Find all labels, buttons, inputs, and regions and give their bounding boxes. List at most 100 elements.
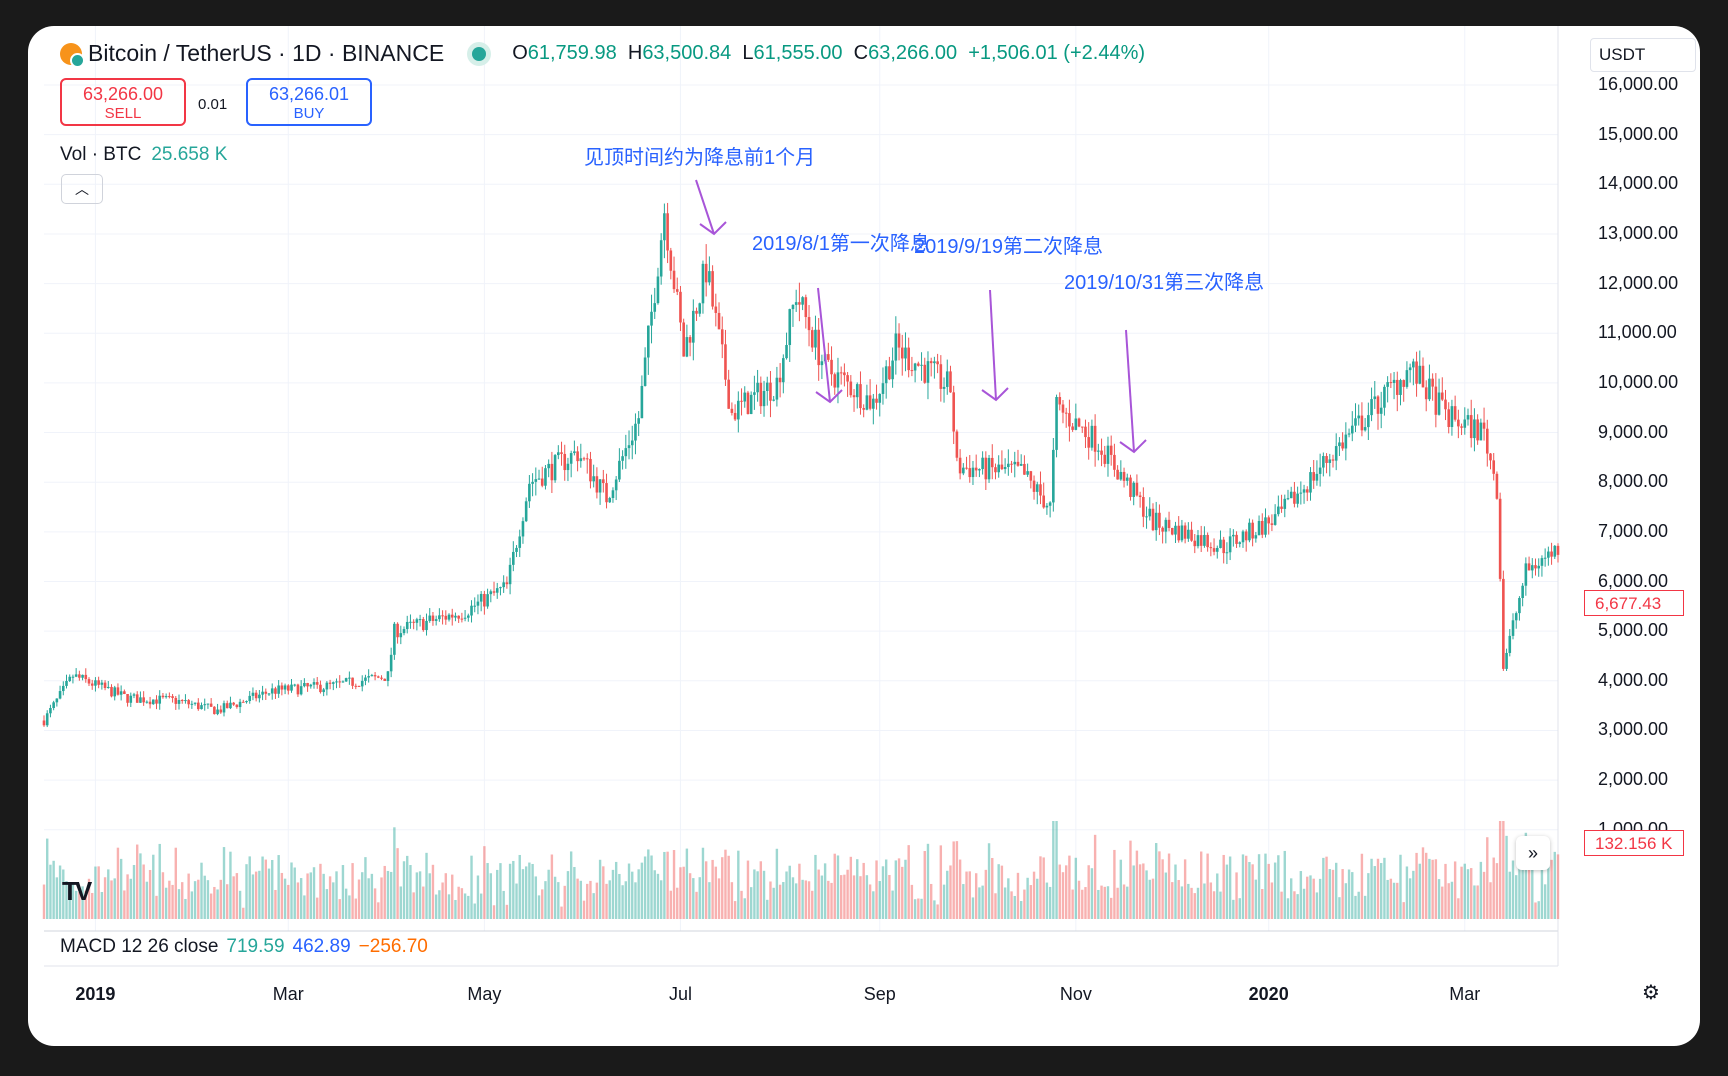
candle-body — [441, 615, 444, 617]
candle-body — [286, 685, 290, 691]
volume-bar — [203, 875, 206, 919]
volume-bar — [740, 890, 743, 919]
volume-bar — [1084, 887, 1087, 919]
volume-bar — [328, 876, 332, 919]
volume-bar — [1113, 849, 1116, 919]
price-tick-label: 9,000.00 — [1598, 421, 1669, 442]
candle-body — [682, 322, 685, 357]
volume-bar — [785, 871, 788, 919]
volume-bar — [872, 891, 875, 919]
candle-body — [749, 394, 753, 415]
volume-bar — [1126, 886, 1129, 919]
volume-bar — [351, 863, 354, 919]
volume-bar — [258, 870, 261, 919]
volume-bar — [1383, 857, 1386, 919]
candle-body — [981, 457, 984, 470]
volume-bar — [145, 881, 149, 919]
volume-bar — [560, 906, 563, 919]
volume-bar — [856, 859, 859, 919]
volume-bar — [1408, 878, 1412, 919]
volume-bar — [605, 883, 608, 919]
candle-body — [804, 297, 808, 318]
settings-gear-icon[interactable]: ⚙ — [1642, 982, 1660, 1004]
candle-body — [364, 677, 367, 681]
volume-bar — [213, 886, 216, 919]
volume-bar — [656, 873, 660, 919]
candle-body — [1527, 563, 1531, 571]
volume-bar — [296, 882, 300, 919]
candle-body — [113, 687, 117, 697]
volume-bar — [807, 881, 811, 919]
candle-body — [900, 347, 904, 359]
candle-body — [489, 591, 493, 595]
candle-body — [647, 325, 650, 358]
volume-bar — [1138, 864, 1142, 919]
candle-body — [1145, 516, 1148, 518]
candle-body — [261, 691, 264, 695]
candle-body — [1392, 379, 1396, 383]
candle-body — [438, 615, 441, 620]
spread-value: 0.01 — [198, 96, 228, 113]
volume-bar — [917, 898, 920, 919]
candle-body — [270, 688, 274, 694]
candle-body — [1010, 463, 1013, 465]
collapse-legend-button[interactable]: ︿ — [61, 174, 103, 204]
buy-button[interactable]: 63,266.01 BUY — [246, 78, 372, 126]
price-chart[interactable] — [28, 26, 1700, 1046]
candle-body — [1219, 539, 1222, 548]
volume-bar — [139, 853, 142, 919]
volume-bar — [515, 883, 518, 919]
candle-body — [164, 696, 168, 698]
candle-body — [1177, 525, 1180, 541]
price-tick-label: 16,000.00 — [1598, 74, 1679, 94]
volume-bar — [1447, 883, 1450, 919]
candle-body — [891, 360, 894, 380]
candle-body — [177, 700, 181, 704]
candle-body — [463, 617, 467, 619]
volume-bar — [1283, 850, 1286, 919]
candle-body — [483, 593, 486, 607]
candle-body — [495, 588, 499, 593]
volume-bar — [1434, 859, 1438, 919]
candle-body — [1318, 467, 1322, 474]
volume-bar — [653, 870, 656, 919]
price-tick-label: 12,000.00 — [1598, 272, 1679, 293]
candle-body — [788, 309, 792, 346]
volume-bar — [1431, 859, 1434, 919]
volume-bar — [299, 878, 303, 919]
symbol-title[interactable]: Bitcoin / TetherUS · 1D · BINANCE — [88, 40, 445, 66]
candle-body — [171, 696, 174, 698]
volume-bar — [412, 892, 415, 919]
candle-body — [1132, 482, 1135, 497]
currency-selector[interactable]: USDT — [1590, 38, 1696, 72]
candle-body — [698, 303, 702, 314]
candle-body — [1518, 598, 1521, 614]
candle-body — [849, 381, 853, 396]
volume-bar — [518, 854, 521, 919]
candle-body — [968, 468, 972, 478]
candle-body — [1039, 484, 1042, 496]
volume-bar — [814, 854, 817, 919]
annotation-arrowhead — [981, 387, 1009, 402]
candle-body — [1543, 557, 1547, 559]
volume-bar — [229, 851, 232, 919]
annotation-arrowhead — [1119, 439, 1147, 454]
candle-body — [550, 463, 554, 481]
candle-body — [68, 676, 72, 681]
candle-body — [987, 457, 991, 480]
candle-body — [643, 357, 647, 386]
candle-body — [251, 692, 255, 696]
volume-bar — [643, 856, 647, 919]
candle-body — [1212, 548, 1216, 552]
candle-body — [1473, 419, 1476, 439]
sell-button[interactable]: 63,266.00 SELL — [60, 78, 186, 126]
volume-bar — [1290, 878, 1293, 919]
volume-bar — [621, 885, 624, 919]
volume-bar — [1180, 886, 1184, 919]
scroll-to-realtime-button[interactable]: » — [1516, 836, 1550, 870]
candle-body — [814, 329, 817, 348]
volume-bar — [647, 849, 650, 919]
candle-body — [672, 270, 676, 290]
ohlc-values: O61,759.98 H63,500.84 L61,555.00 C63,266… — [512, 42, 1146, 64]
volume-bar — [1428, 858, 1431, 919]
